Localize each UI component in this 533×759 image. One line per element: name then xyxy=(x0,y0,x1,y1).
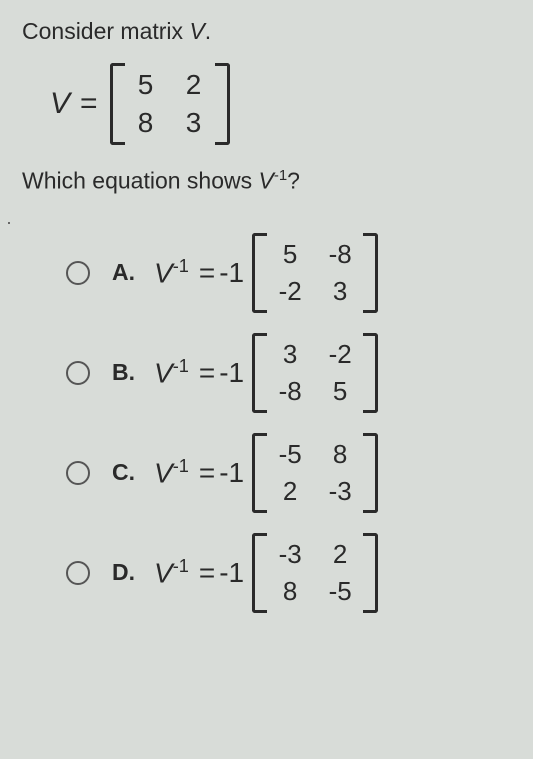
option-equation: V-1 = -1 -3 2 8 -5 xyxy=(154,533,378,613)
cell: -5 xyxy=(275,439,305,470)
cell: -3 xyxy=(325,476,355,507)
scalar: -1 xyxy=(219,457,244,489)
option-d[interactable]: D. V-1 = -1 -3 2 8 -5 xyxy=(66,533,511,613)
question-prefix: Which equation shows xyxy=(22,168,259,194)
cell: 2 xyxy=(325,539,355,570)
bracket-right-icon xyxy=(215,63,230,145)
cell: -2 xyxy=(325,339,355,370)
radio-icon[interactable] xyxy=(66,261,90,285)
matrix-cells: 5 2 8 3 xyxy=(125,63,215,145)
bracket-right-icon xyxy=(363,433,378,513)
option-b[interactable]: B. V-1 = -1 3 -2 -8 5 xyxy=(66,333,511,413)
scalar: -1 xyxy=(219,357,244,389)
cell: 3 xyxy=(275,339,305,370)
prompt-prefix: Consider matrix xyxy=(22,18,189,44)
option-equation: V-1 = -1 3 -2 -8 5 xyxy=(154,333,378,413)
radio-icon[interactable] xyxy=(66,461,90,485)
cell: 3 xyxy=(181,107,207,139)
option-matrix: 3 -2 -8 5 xyxy=(252,333,378,413)
cell: 2 xyxy=(275,476,305,507)
inverse-label: V-1 xyxy=(154,456,189,489)
scalar: -1 xyxy=(219,257,244,289)
cell: 5 xyxy=(133,69,159,101)
radio-icon[interactable] xyxy=(66,361,90,385)
prompt-text: Consider matrix V. xyxy=(22,18,511,45)
option-matrix: -3 2 8 -5 xyxy=(252,533,378,613)
matrix-cells: 3 -2 -8 5 xyxy=(267,333,363,413)
prompt-var: V xyxy=(189,18,204,44)
option-c[interactable]: C. V-1 = -1 -5 8 2 -3 xyxy=(66,433,511,513)
cell: 5 xyxy=(275,239,305,270)
cell: 5 xyxy=(325,376,355,407)
cell: 8 xyxy=(325,439,355,470)
option-equation: V-1 = -1 -5 8 2 -3 xyxy=(154,433,378,513)
bracket-left-icon xyxy=(252,433,267,513)
cell: -2 xyxy=(275,276,305,307)
option-equation: V-1 = -1 5 -8 -2 3 xyxy=(154,233,378,313)
option-letter: A. xyxy=(112,259,154,286)
question-text: · Which equation shows V-1? xyxy=(22,167,511,195)
equals-sign: = xyxy=(199,557,215,589)
stray-mark: · xyxy=(6,212,12,233)
option-letter: D. xyxy=(112,559,154,586)
option-letter: B. xyxy=(112,359,154,386)
equals-sign: = xyxy=(80,87,98,121)
matrix-cells: 5 -8 -2 3 xyxy=(267,233,363,313)
bracket-left-icon xyxy=(252,233,267,313)
cell: -5 xyxy=(325,576,355,607)
bracket-left-icon xyxy=(252,533,267,613)
cell: -8 xyxy=(275,376,305,407)
cell: -3 xyxy=(275,539,305,570)
matrix-cells: -3 2 8 -5 xyxy=(267,533,363,613)
cell: 8 xyxy=(275,576,305,607)
question-exp: -1 xyxy=(274,167,287,184)
cell: -8 xyxy=(325,239,355,270)
option-matrix: 5 -8 -2 3 xyxy=(252,233,378,313)
cell: 8 xyxy=(133,107,159,139)
equals-sign: = xyxy=(199,257,215,289)
lhs-var: V xyxy=(50,87,70,121)
equals-sign: = xyxy=(199,457,215,489)
radio-icon[interactable] xyxy=(66,561,90,585)
bracket-right-icon xyxy=(363,533,378,613)
option-letter: C. xyxy=(112,459,154,486)
bracket-right-icon xyxy=(363,233,378,313)
given-matrix: 5 2 8 3 xyxy=(110,63,230,145)
given-equation: V = 5 2 8 3 xyxy=(50,63,511,145)
options-list: A. V-1 = -1 5 -8 -2 3 B. xyxy=(66,233,511,613)
equals-sign: = xyxy=(199,357,215,389)
option-matrix: -5 8 2 -3 xyxy=(252,433,378,513)
cell: 3 xyxy=(325,276,355,307)
inverse-label: V-1 xyxy=(154,356,189,389)
question-var: V xyxy=(259,168,274,194)
bracket-right-icon xyxy=(363,333,378,413)
question-suffix: ? xyxy=(287,168,300,194)
prompt-suffix: . xyxy=(205,18,211,44)
bracket-left-icon xyxy=(252,333,267,413)
scalar: -1 xyxy=(219,557,244,589)
matrix-cells: -5 8 2 -3 xyxy=(267,433,363,513)
inverse-label: V-1 xyxy=(154,556,189,589)
cell: 2 xyxy=(181,69,207,101)
bracket-left-icon xyxy=(110,63,125,145)
inverse-label: V-1 xyxy=(154,256,189,289)
option-a[interactable]: A. V-1 = -1 5 -8 -2 3 xyxy=(66,233,511,313)
